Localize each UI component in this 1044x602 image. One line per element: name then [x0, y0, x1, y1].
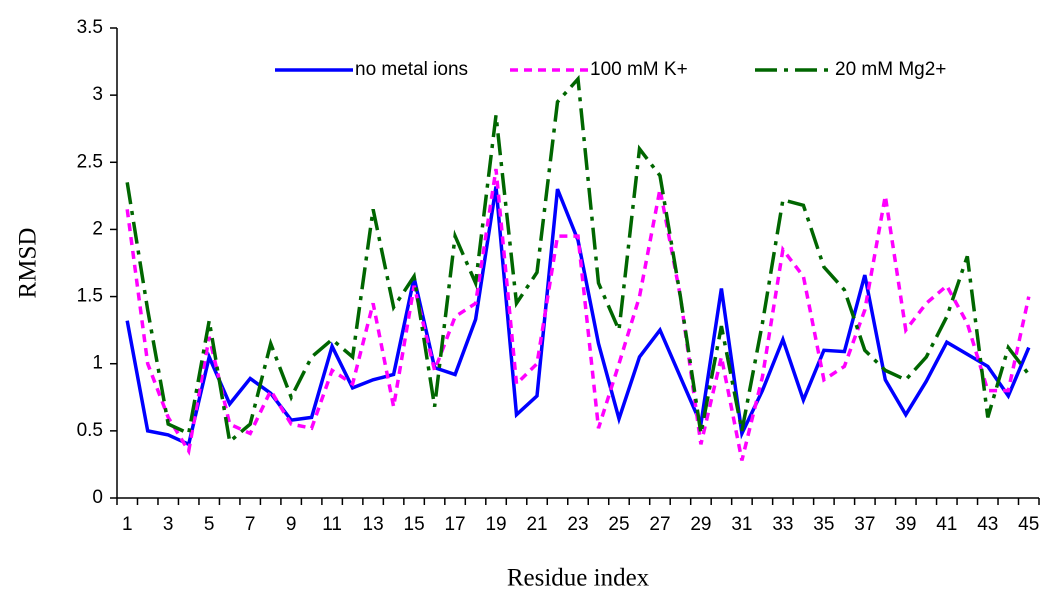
- x-tick-label: 45: [1018, 514, 1039, 535]
- x-tick-label: 11: [322, 514, 342, 535]
- y-tick-label: 0.5: [77, 420, 103, 441]
- x-tick-label: 33: [772, 514, 793, 535]
- x-tick-label: 25: [608, 514, 629, 535]
- x-tick-label: 37: [854, 514, 875, 535]
- x-tick-label: 3: [163, 514, 174, 535]
- x-tick-label: 23: [567, 514, 588, 535]
- x-tick-label: 43: [977, 514, 998, 535]
- x-tick-label: 1: [122, 514, 133, 535]
- data-line: [125, 168, 1031, 461]
- y-tick-label: 1.5: [77, 286, 103, 307]
- x-tick-label: 13: [363, 514, 384, 535]
- x-tick-label: 5: [204, 514, 215, 535]
- x-tick-label: 41: [936, 514, 957, 535]
- y-tick-label: 1: [92, 353, 103, 374]
- x-tick-label: 7: [245, 514, 256, 535]
- x-tick-label: 15: [404, 514, 425, 535]
- legend-label: 100 mM K+: [590, 59, 688, 80]
- x-tick-label: 9: [286, 514, 297, 535]
- y-tick-label: 2.5: [77, 151, 103, 172]
- legend-label: 20 mM Mg2+: [835, 59, 946, 80]
- y-tick-label: 2: [92, 218, 103, 239]
- x-tick-label: 17: [444, 514, 465, 535]
- y-tick-label: 3: [92, 84, 103, 105]
- x-tick-label: 21: [526, 514, 547, 535]
- y-axis-title: RMSD: [15, 228, 42, 299]
- legend-label: no metal ions: [355, 59, 468, 80]
- x-tick-label: 29: [690, 514, 711, 535]
- x-tick-label: 31: [731, 514, 752, 535]
- data-line: [125, 74, 1031, 445]
- x-axis-title: Residue index: [507, 565, 650, 592]
- y-tick-label: 3.5: [77, 17, 103, 38]
- x-tick-label: 39: [895, 514, 916, 535]
- x-tick-label: 19: [485, 514, 506, 535]
- x-tick-label: 27: [649, 514, 670, 535]
- y-tick-label: 0: [92, 487, 103, 508]
- data-line: [125, 186, 1031, 447]
- x-tick-label: 35: [813, 514, 834, 535]
